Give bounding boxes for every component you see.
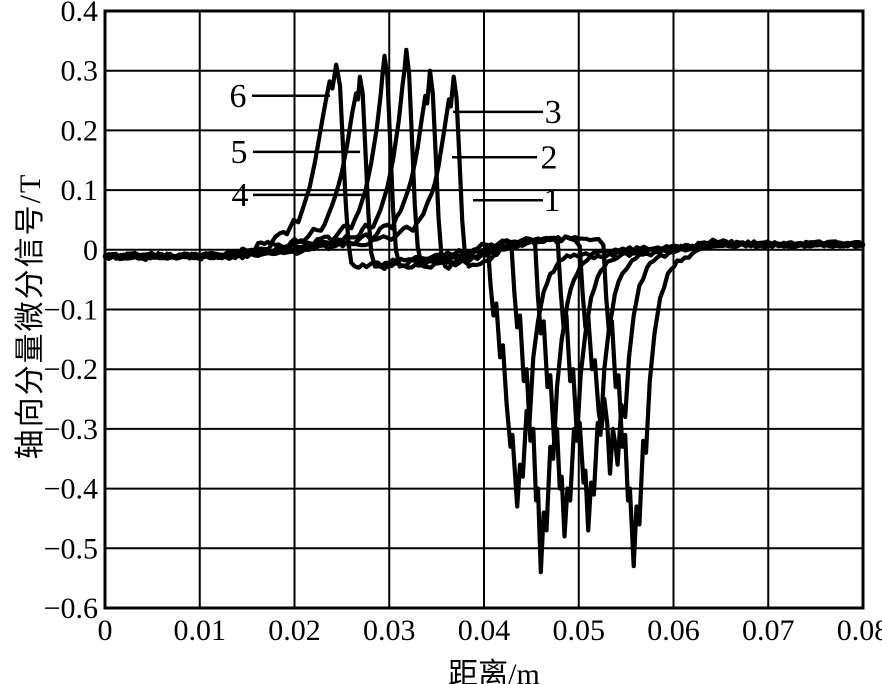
x-axis-title: 距离/m xyxy=(448,658,540,684)
x-tick-label: 0.07 xyxy=(742,614,795,647)
x-tick-label: 0 xyxy=(98,614,113,647)
curve-label-6: 6 xyxy=(230,78,247,115)
y-tick-label: 0.3 xyxy=(61,55,99,88)
y-tick-label: −0.2 xyxy=(44,353,98,386)
curve-label-5: 5 xyxy=(230,134,247,171)
plot-frame xyxy=(103,9,865,610)
x-tick-label: 0.08 xyxy=(837,614,882,647)
y-tick-label: 0 xyxy=(83,234,98,267)
y-tick-label: −0.6 xyxy=(44,592,98,625)
curve-label-2: 2 xyxy=(540,139,557,176)
x-tick-label: 0.06 xyxy=(647,614,700,647)
y-tick-label: 0.1 xyxy=(61,174,99,207)
curve-label-4: 4 xyxy=(232,177,249,214)
y-tick-label: −0.4 xyxy=(44,473,98,506)
x-tick-label: 0.05 xyxy=(553,614,606,647)
y-tick-label: −0.5 xyxy=(44,532,98,565)
y-tick-label: 0.4 xyxy=(61,0,99,28)
x-tick-label: 0.04 xyxy=(458,614,511,647)
y-tick-label: −0.1 xyxy=(44,294,98,327)
y-tick-label: −0.3 xyxy=(44,413,98,446)
x-tick-label: 0.02 xyxy=(268,614,321,647)
y-axis-title: 轴向分量微分信号/T xyxy=(14,172,47,460)
series-curve-1 xyxy=(102,74,866,569)
curve-label-1: 1 xyxy=(544,182,561,219)
y-tick-label: 0.2 xyxy=(61,114,99,147)
x-tick-label: 0.03 xyxy=(363,614,416,647)
x-tick-label: 0.01 xyxy=(174,614,227,647)
curve-label-3: 3 xyxy=(545,94,562,131)
